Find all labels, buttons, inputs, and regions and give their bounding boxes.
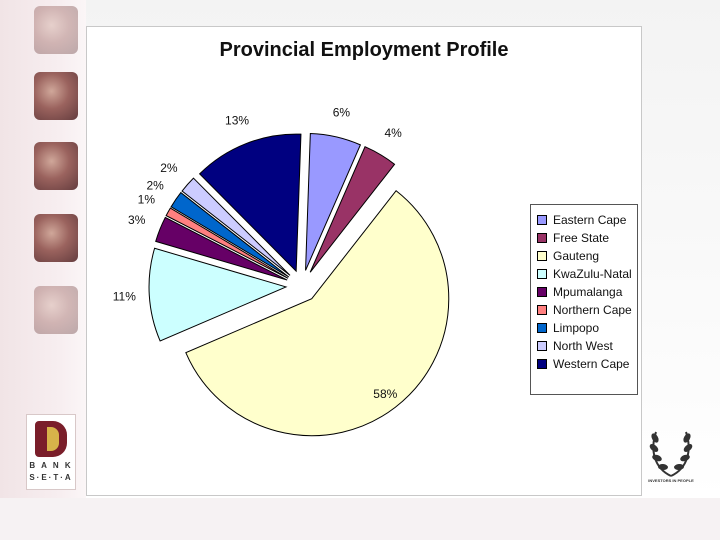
chart-legend: Eastern Cape Free State Gauteng KwaZulu-Nat… [530, 204, 638, 395]
pie-slice-eastern-cape [305, 132, 362, 271]
legend-item-western-cape: Western Cape [537, 355, 637, 373]
pie-label-western-cape: 13% [225, 113, 249, 127]
photo-thumbnail-5 [34, 286, 78, 334]
bankseta-logo-text-1: B A N K [29, 461, 73, 470]
legend-label-eastern-cape: Eastern Cape [553, 213, 627, 227]
legend-item-north-west: North West [537, 337, 637, 355]
pie-slice-north-west [181, 177, 291, 276]
pie-slice-mpumalanga [155, 216, 288, 281]
legend-swatch-western-cape [537, 359, 547, 369]
legend-swatch-kwazulu-natal [537, 269, 547, 279]
pie-slice-gauteng [185, 190, 450, 437]
pie-slice-northern-cape [165, 207, 289, 279]
pie-label-kwazulu-natal: 11% [113, 290, 136, 304]
legend-swatch-limpopo [537, 323, 547, 333]
pie-chart: 6%4%58%11%3%1%2%2%13% [113, 105, 450, 437]
investors-in-people-wreath-icon [649, 431, 693, 477]
legend-item-eastern-cape: Eastern Cape [537, 211, 637, 229]
legend-swatch-northern-cape [537, 305, 547, 315]
pie-label-northern-cape: 1% [138, 193, 156, 207]
bankseta-logo-text-2: S·E·T·A [29, 473, 73, 482]
pie-slice-western-cape [198, 133, 302, 273]
legend-label-western-cape: Western Cape [553, 357, 630, 371]
legend-swatch-north-west [537, 341, 547, 351]
legend-label-limpopo: Limpopo [553, 321, 600, 335]
legend-label-kwazulu-natal: KwaZulu-Natal [553, 267, 632, 281]
photo-thumbnail-3 [34, 142, 78, 190]
pie-slice-limpopo [170, 191, 290, 278]
legend-swatch-mpumalanga [537, 287, 547, 297]
chart-frame: Provincial Employment Profile 6% 4% 58% 11%… [86, 26, 642, 496]
photo-thumbnail-1 [34, 6, 78, 54]
legend-item-limpopo: Limpopo [537, 319, 637, 337]
legend-label-northern-cape: Northern Cape [553, 303, 632, 317]
bankseta-logo-mark [35, 421, 67, 457]
pie-slice-kwazulu-natal [148, 247, 288, 342]
bottom-band [0, 498, 720, 540]
pie-label-north-west: 2% [160, 161, 178, 175]
legend-swatch-eastern-cape [537, 215, 547, 225]
pie-label-free-state: 4% [384, 126, 402, 140]
legend-item-mpumalanga: Mpumalanga [537, 283, 637, 301]
bankseta-logo: B A N K S·E·T·A [26, 414, 76, 490]
legend-swatch-gauteng [537, 251, 547, 261]
legend-item-kwazulu-natal: KwaZulu-Natal [537, 265, 637, 283]
legend-label-north-west: North West [553, 339, 613, 353]
legend-label-gauteng: Gauteng [553, 249, 600, 263]
pie-slice-free-state [309, 146, 396, 273]
pie-label-limpopo: 2% [146, 178, 164, 192]
legend-swatch-free-state [537, 233, 547, 243]
photo-thumbnail-2 [34, 72, 78, 120]
legend-label-free-state: Free State [553, 231, 610, 245]
legend-label-mpumalanga: Mpumalanga [553, 285, 623, 299]
pie-label-eastern-cape: 6% [333, 105, 351, 119]
photo-thumbnail-4 [34, 214, 78, 262]
legend-item-gauteng: Gauteng [537, 247, 637, 265]
pie-label-mpumalanga: 3% [128, 213, 146, 227]
investors-in-people-caption: INVESTORS IN PEOPLE [648, 478, 694, 483]
chart-title: Provincial Employment Profile [219, 39, 509, 61]
legend-item-northern-cape: Northern Cape [537, 301, 637, 319]
pie-label-gauteng: 58% [373, 387, 397, 401]
legend-item-free-state: Free State [537, 229, 637, 247]
